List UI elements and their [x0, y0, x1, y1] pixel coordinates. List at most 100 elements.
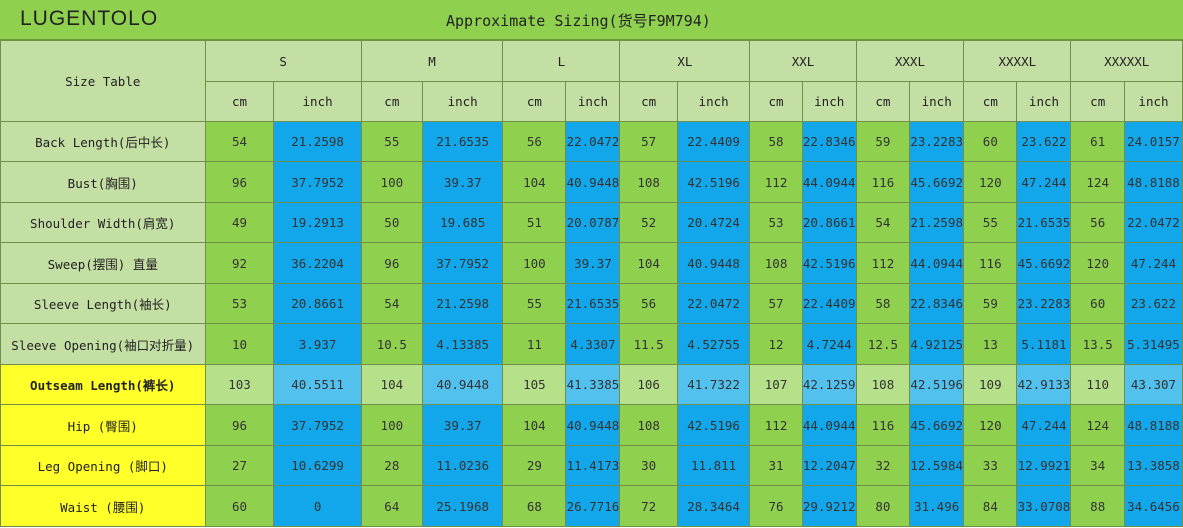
unit-header-inch: inch — [565, 81, 621, 122]
inch-value-cell: 3.937 — [273, 323, 362, 365]
cm-value-cell: 107 — [749, 364, 803, 405]
measurement-row: Sleeve Opening(袖口对折量) 10 3.937 10.5 4.13385 1… — [0, 323, 1183, 365]
inch-value-cell: 45.6692 — [909, 404, 965, 446]
unit-header-cm: cm — [502, 81, 567, 122]
cm-value-cell: 104 — [502, 161, 567, 203]
inch-value-cell: 0 — [273, 485, 362, 527]
cm-value-cell: 53 — [204, 283, 275, 324]
cm-value-cell: 80 — [855, 485, 911, 527]
size-table-body: Back Length(后中长) 54 21.2598 55 21.6535 56 22.0… — [0, 121, 1183, 527]
inch-value-cell: 39.37 — [565, 242, 621, 284]
inch-value-cell: 22.8346 — [909, 283, 965, 324]
cm-value-cell: 104 — [360, 364, 423, 405]
unit-header-inch: inch — [676, 81, 751, 122]
inch-value-cell: 39.37 — [421, 161, 504, 203]
unit-header-cm: cm — [619, 81, 678, 122]
inch-value-cell: 22.4409 — [676, 121, 751, 162]
cm-value-cell: 61 — [1070, 121, 1125, 162]
inch-value-cell: 29.9212 — [801, 485, 857, 527]
cm-value-cell: 105 — [502, 364, 567, 405]
inch-value-cell: 23.622 — [1123, 283, 1183, 324]
size-table: Size Table S M L XL XXL XXXL XXXXL XXXXX… — [0, 40, 1183, 527]
inch-value-cell: 42.5196 — [909, 364, 965, 405]
inch-value-cell: 48.8188 — [1123, 161, 1183, 203]
inch-value-cell: 47.244 — [1123, 242, 1183, 284]
cm-value-cell: 109 — [963, 364, 1018, 405]
measurement-row: Back Length(后中长) 54 21.2598 55 21.6535 56 22.0… — [0, 121, 1183, 162]
cm-value-cell: 60 — [204, 485, 275, 527]
cm-value-cell: 96 — [360, 242, 423, 284]
inch-value-cell: 20.8661 — [273, 283, 362, 324]
cm-value-cell: 120 — [963, 404, 1018, 446]
cm-value-cell: 100 — [360, 404, 423, 446]
inch-value-cell: 21.2598 — [909, 202, 965, 243]
inch-value-cell: 39.37 — [421, 404, 504, 446]
cm-value-cell: 57 — [749, 283, 803, 324]
inch-value-cell: 4.7244 — [801, 323, 857, 365]
cm-value-cell: 13 — [963, 323, 1018, 365]
inch-value-cell: 21.2598 — [273, 121, 362, 162]
inch-value-cell: 40.5511 — [273, 364, 362, 405]
cm-value-cell: 10.5 — [360, 323, 423, 365]
size-header-m: M — [360, 40, 504, 82]
measurement-row: Outseam Length(裤长) 103 40.5511 104 40.9448 10… — [0, 364, 1183, 405]
size-header-xl: XL — [619, 40, 751, 82]
inch-value-cell: 44.0944 — [801, 161, 857, 203]
cm-value-cell: 33 — [963, 445, 1018, 486]
cm-value-cell: 120 — [1070, 242, 1125, 284]
measurement-row: Bust(胸围) 96 37.7952 100 39.37 104 40.9448 108 42… — [0, 161, 1183, 203]
size-header-row: Size Table S M L XL XXL XXXL XXXXL XXXXX… — [0, 40, 1183, 122]
unit-header-inch: inch — [1016, 81, 1072, 122]
cm-value-cell: 116 — [855, 161, 911, 203]
unit-header-inch: inch — [421, 81, 504, 122]
cm-value-cell: 29 — [502, 445, 567, 486]
cm-value-cell: 34 — [1070, 445, 1125, 486]
cm-value-cell: 120 — [963, 161, 1018, 203]
inch-value-cell: 47.244 — [1016, 404, 1072, 446]
size-header-xxxxxl: XXXXXL — [1070, 40, 1183, 82]
unit-header-cm: cm — [1070, 81, 1125, 122]
measurement-label: Sleeve Opening(袖口对折量) — [0, 323, 206, 365]
size-header-s: S — [204, 40, 362, 82]
inch-value-cell: 21.6535 — [565, 283, 621, 324]
inch-value-cell: 45.6692 — [1016, 242, 1072, 284]
unit-header-inch: inch — [273, 81, 362, 122]
inch-value-cell: 23.2283 — [909, 121, 965, 162]
cm-value-cell: 112 — [749, 161, 803, 203]
size-header-xxxxl: XXXXL — [963, 40, 1072, 82]
inch-value-cell: 42.9133 — [1016, 364, 1072, 405]
inch-value-cell: 43.307 — [1123, 364, 1183, 405]
inch-value-cell: 21.6535 — [421, 121, 504, 162]
inch-value-cell: 11.4173 — [565, 445, 621, 486]
measurement-row: Leg Opening (脚口) 27 10.6299 28 11.0236 29 11.4… — [0, 445, 1183, 486]
inch-value-cell: 37.7952 — [421, 242, 504, 284]
inch-value-cell: 44.0944 — [801, 404, 857, 446]
unit-header-cm: cm — [963, 81, 1018, 122]
cm-value-cell: 52 — [619, 202, 678, 243]
cm-value-cell: 103 — [204, 364, 275, 405]
inch-value-cell: 12.5984 — [909, 445, 965, 486]
cm-value-cell: 92 — [204, 242, 275, 284]
cm-value-cell: 124 — [1070, 161, 1125, 203]
inch-value-cell: 47.244 — [1016, 161, 1072, 203]
cm-value-cell: 88 — [1070, 485, 1125, 527]
measurement-row: Shoulder Width(肩宽) 49 19.2913 50 19.685 51 20.… — [0, 202, 1183, 243]
cm-value-cell: 124 — [1070, 404, 1125, 446]
inch-value-cell: 48.8188 — [1123, 404, 1183, 446]
inch-value-cell: 45.6692 — [909, 161, 965, 203]
cm-value-cell: 108 — [749, 242, 803, 284]
size-header-l: L — [502, 40, 621, 82]
inch-value-cell: 4.3307 — [565, 323, 621, 365]
inch-value-cell: 40.9448 — [676, 242, 751, 284]
inch-value-cell: 37.7952 — [273, 161, 362, 203]
inch-value-cell: 11.0236 — [421, 445, 504, 486]
size-header-xxl: XXL — [749, 40, 857, 82]
inch-value-cell: 20.4724 — [676, 202, 751, 243]
measurement-label: Leg Opening (脚口) — [0, 445, 206, 486]
measurement-label: Shoulder Width(肩宽) — [0, 202, 206, 243]
cm-value-cell: 10 — [204, 323, 275, 365]
inch-value-cell: 31.496 — [909, 485, 965, 527]
cm-value-cell: 13.5 — [1070, 323, 1125, 365]
cm-value-cell: 104 — [502, 404, 567, 446]
